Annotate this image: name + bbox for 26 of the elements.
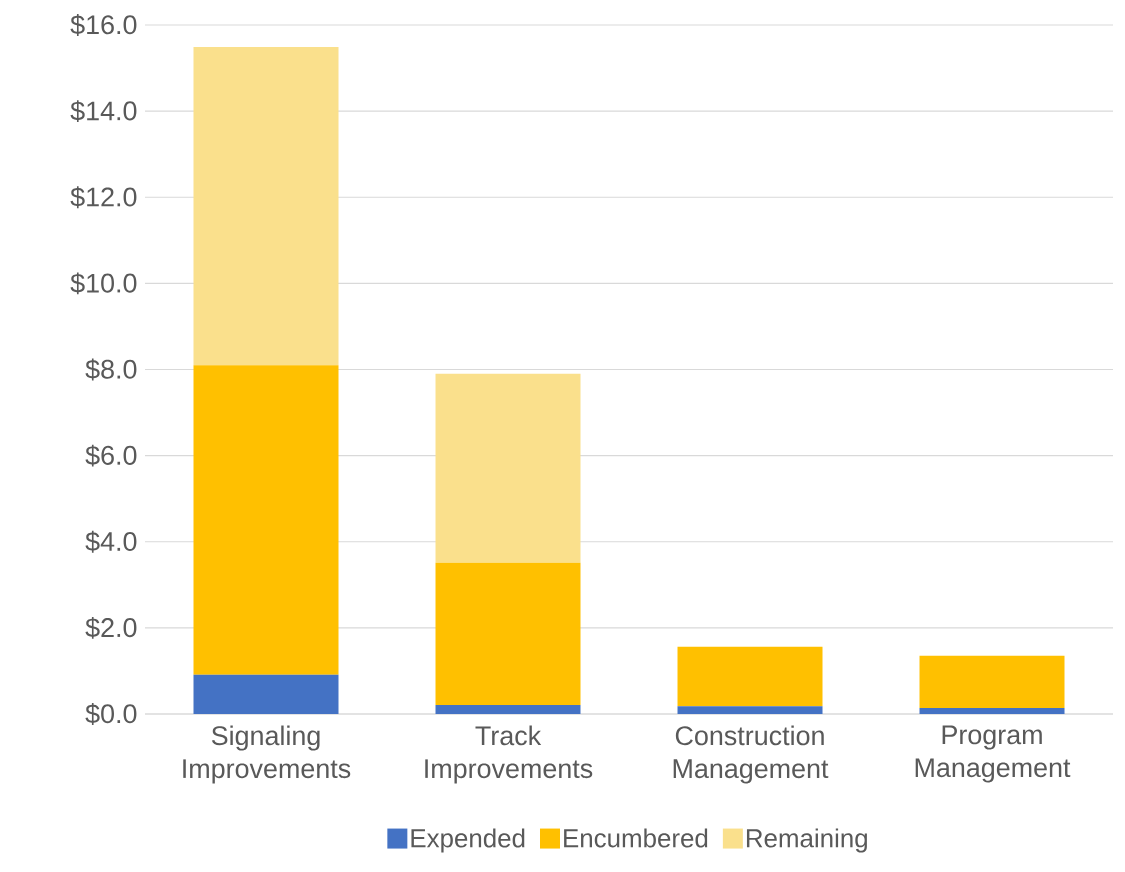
y-tick-label: $14.0: [70, 100, 137, 122]
bar: [193, 365, 339, 675]
bar: [677, 646, 823, 707]
y-tick-label: $6.0: [85, 444, 137, 467]
x-tick-label: Construction Management: [673, 725, 829, 784]
bar: [435, 562, 581, 705]
y-tick-label: $10.0: [70, 272, 137, 295]
x-tick-label: Program Management: [915, 725, 1071, 783]
legend-label: Expended: [411, 828, 525, 853]
bar: [919, 707, 1065, 714]
bar: [677, 706, 823, 714]
y-tick-label: $16.0: [70, 14, 137, 36]
bar: [435, 373, 581, 563]
x-tick-label: Signaling Improvements: [183, 725, 351, 784]
bar: [193, 674, 339, 714]
bar: [919, 655, 1065, 708]
legend-label: Encumbered: [564, 828, 708, 848]
y-tick-label: $0.0: [85, 703, 137, 725]
y-tick-label: $4.0: [85, 530, 137, 553]
y-tick-label: $2.0: [85, 616, 137, 639]
bar: [193, 46, 339, 366]
bar: [435, 704, 581, 714]
legend-label: Remaining: [746, 828, 867, 853]
y-tick-label: $12.0: [70, 186, 137, 209]
y-tick-label: $8.0: [85, 358, 137, 381]
x-tick-label: Track Improvements: [425, 725, 593, 784]
